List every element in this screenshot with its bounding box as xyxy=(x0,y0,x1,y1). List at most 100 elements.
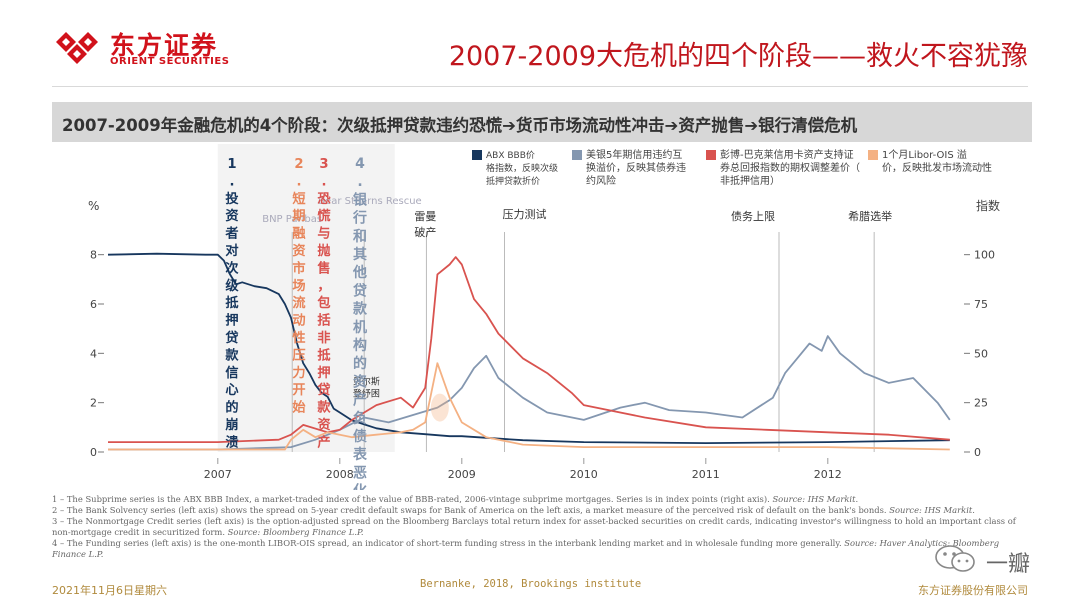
phase-label-char: 资 xyxy=(317,416,330,433)
phase-label-char: 心 xyxy=(225,382,239,398)
y-tick-left-label: 4 xyxy=(90,347,97,360)
phase-label-char: 场 xyxy=(292,278,305,294)
x-tick-label: 2012 xyxy=(814,468,842,481)
x-tick-label: 2009 xyxy=(448,468,476,481)
event-label: Bear Stearns Rescue xyxy=(318,196,422,207)
phase-label-char: ， xyxy=(317,279,330,294)
y-tick-right-label: 50 xyxy=(974,347,988,360)
phase-label-char: 机 xyxy=(353,319,367,336)
y-axis-right-title: 指数 xyxy=(976,198,1000,213)
wechat-icon xyxy=(935,545,975,572)
phase-shading xyxy=(217,144,395,452)
phase-label-char: 包 xyxy=(317,294,330,311)
phase-label-char: . xyxy=(321,174,326,189)
phase-label-char: 押 xyxy=(225,312,238,329)
legend-label: 彭博-巴克莱信用卡资产支持证 xyxy=(720,148,854,161)
phase-label-char: 者 xyxy=(225,226,238,242)
footnote-1: 1 – The Subprime series is the ABX BBB I… xyxy=(52,494,859,504)
phase-label-char: 级 xyxy=(225,277,239,294)
brand-logo: 东方证券 ORIENT SECURITIES xyxy=(52,26,252,70)
phase-label-char: . xyxy=(296,174,301,189)
phase-label-char: 2 xyxy=(294,157,303,172)
wechat-watermark: 一瓣 xyxy=(934,540,1044,580)
phase-label-char: 他 xyxy=(352,264,367,281)
chart-banner: 2007-2009年金融危机的4个阶段：次级抵押贷款违约恐慌➔货币市场流动性冲击… xyxy=(52,102,1032,142)
watermark-text: 一瓣 xyxy=(986,552,1031,577)
brand-name-en: ORIENT SECURITIES xyxy=(110,56,230,67)
phase-label-char: 3 xyxy=(319,157,328,172)
phase-label-char: 化 xyxy=(353,483,367,490)
footer-company: 东方证券股份有限公司 xyxy=(918,584,1028,597)
phase-label-char: . xyxy=(229,174,234,189)
phase-label-char: 产 xyxy=(353,392,367,409)
phase-label-char: 贷 xyxy=(225,329,238,346)
legend-label: 抵押贷款折价 xyxy=(486,175,540,187)
phase-label-char: 资 xyxy=(353,373,367,390)
event-label-lehman-2: 破产 xyxy=(414,225,436,239)
phase-label-char: 崩 xyxy=(225,416,238,433)
phase-label-char: 表 xyxy=(352,446,368,463)
phase-label-char: 资 xyxy=(292,242,305,259)
phase-label-char: 市 xyxy=(292,259,305,276)
x-tick-label: 2011 xyxy=(692,468,720,481)
annotation-highlight xyxy=(430,393,449,422)
y-tick-right-label: 25 xyxy=(974,397,988,410)
footnotes: 1 – The Subprime series is the ABX BBB I… xyxy=(52,494,1032,560)
series-line-1 xyxy=(108,335,951,451)
phase-label-char: 期 xyxy=(292,208,305,224)
phase-label-char: 的 xyxy=(353,355,367,372)
chart-banner-text: 2007-2009年金融危机的4个阶段：次级抵押贷款违约恐慌➔货币市场流动性冲击… xyxy=(62,116,858,135)
title-divider xyxy=(52,86,1028,87)
x-tick-label: 2010 xyxy=(570,468,598,481)
phase-label-char: 慌 xyxy=(317,207,330,224)
phase-label-char: 投 xyxy=(225,191,239,207)
phase-label-char: 构 xyxy=(353,337,367,354)
footer-citation: Bernanke, 2018, Brookings institute xyxy=(420,578,642,590)
phase-label-char: 恐 xyxy=(317,191,331,207)
phase-label-char: 抵 xyxy=(317,346,331,363)
x-tick-label: 2008 xyxy=(326,468,354,481)
phase-label-char: 的 xyxy=(225,399,238,416)
annotation-label-2: 登纾困 xyxy=(353,387,380,399)
legend-label: 格指数，反映次级 xyxy=(486,162,558,174)
chart-background xyxy=(52,142,1032,490)
phase-label-char: 1 xyxy=(227,157,236,172)
legend-label: ABX BBB价 xyxy=(486,150,535,161)
legend-swatch xyxy=(706,150,716,160)
legend-label: 换溢价，反映其债券违 xyxy=(586,161,686,174)
series-line-0 xyxy=(107,252,950,444)
phase-label-char: . xyxy=(357,174,362,190)
phase-label-char: 4 xyxy=(355,156,365,172)
y-tick-right-label: 75 xyxy=(974,298,988,311)
annotation-label-1: 贝尔斯 xyxy=(353,375,380,387)
legend-label: 1个月Libor-OIS 溢 xyxy=(882,148,967,161)
phase-label-char: 恶 xyxy=(353,465,367,481)
page-title: 2007-2009大危机的四个阶段——救火不容犹豫 xyxy=(448,41,1028,72)
legend-swatch xyxy=(472,150,482,160)
phase-label-char: 行 xyxy=(352,210,367,227)
phase-label-char: 押 xyxy=(317,364,330,381)
phase-label-char: 动 xyxy=(292,313,305,329)
legend-label: 非抵押信用） xyxy=(720,174,780,187)
event-label: BNP Paribas xyxy=(262,214,322,225)
phase-label-char: 贷 xyxy=(353,282,367,299)
phase-label-char: 其 xyxy=(353,247,367,263)
y-tick-left-label: 0 xyxy=(90,446,97,459)
phase-label-char: 开 xyxy=(292,382,305,398)
phase-label-char: 款 xyxy=(317,399,331,416)
phase-label-char: 次 xyxy=(225,259,239,276)
phase-label-char: 流 xyxy=(292,294,305,311)
x-tick-label: 2007 xyxy=(204,468,232,481)
phase-label-char: 款 xyxy=(225,346,239,363)
crisis-phases-chart: % 指数 0 2 4 6 8 0 25 50 75 100 2007 2008 2009 2010 2011 20… xyxy=(52,142,1032,490)
event-label: 债务上限 xyxy=(731,209,775,223)
event-label-lehman-1: 雷曼 xyxy=(414,210,436,223)
phase-label-char: 始 xyxy=(292,399,306,416)
brand-name-cn: 东方证券 xyxy=(110,31,219,60)
phase-label-char: 款 xyxy=(353,301,368,318)
phase-label-char: 负 xyxy=(353,410,367,427)
phase-label-char: 抛 xyxy=(317,242,330,259)
phase-label-char: 银 xyxy=(353,191,368,208)
phase-label-char: 与 xyxy=(317,226,330,242)
phase-label-char: 性 xyxy=(292,329,305,346)
